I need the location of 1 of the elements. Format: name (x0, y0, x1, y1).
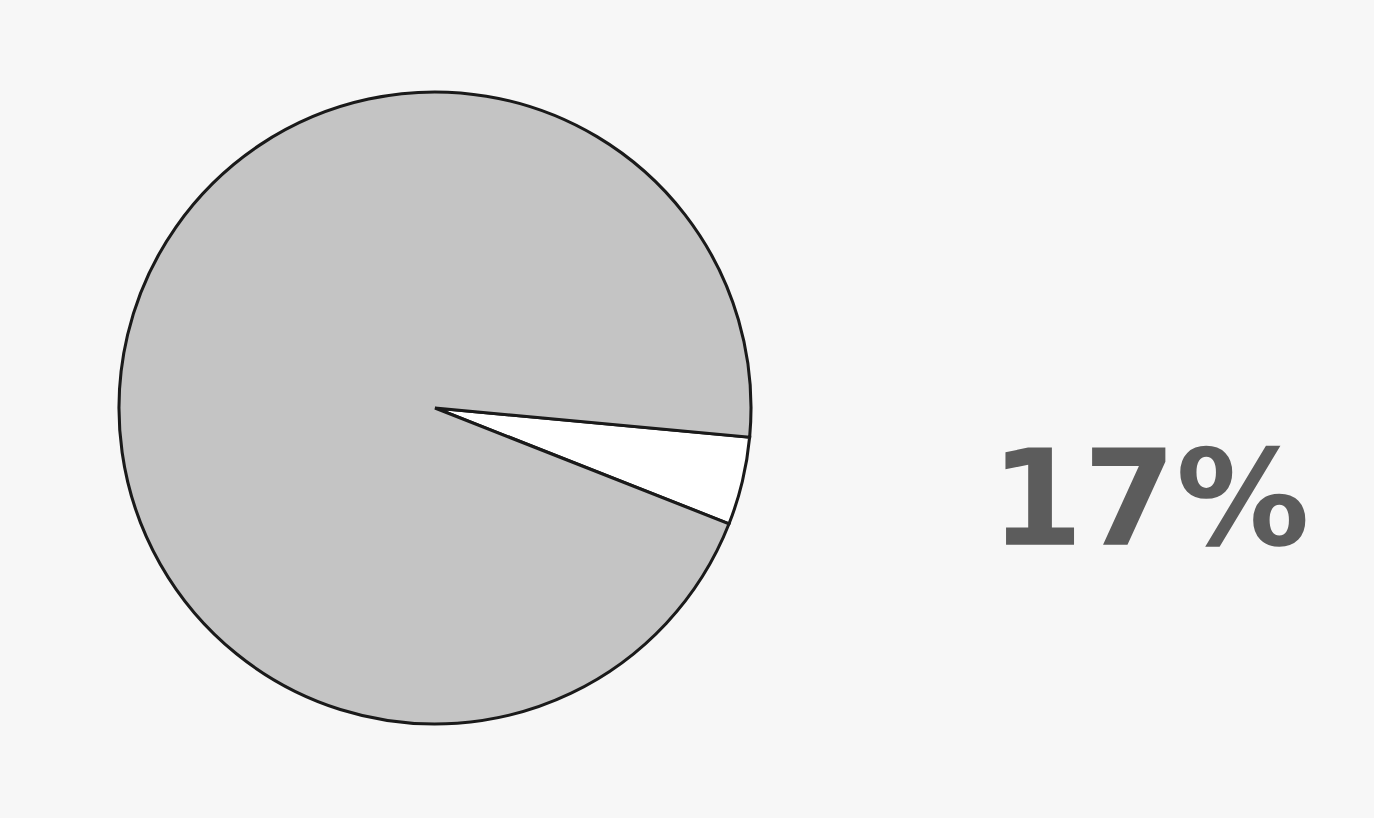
text: 17% (1005, 445, 1306, 547)
